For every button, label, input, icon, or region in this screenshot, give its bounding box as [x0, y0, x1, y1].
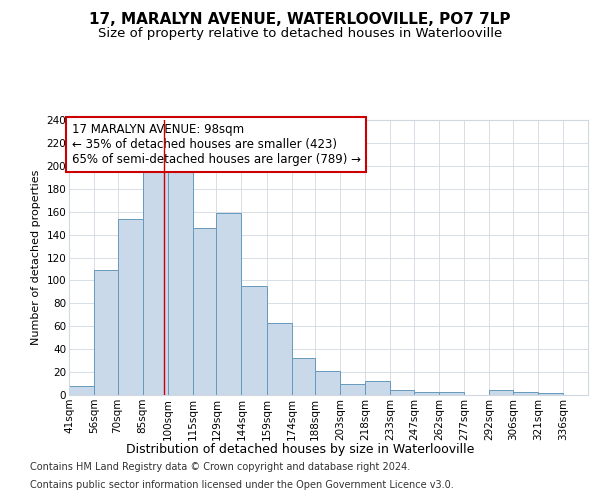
Bar [94, 270, 118, 395]
Text: Size of property relative to detached houses in Waterlooville: Size of property relative to detached ho… [98, 28, 502, 40]
Bar [266, 323, 292, 395]
Y-axis label: Number of detached properties: Number of detached properties [31, 170, 41, 345]
Bar [391, 390, 414, 395]
Text: Contains public sector information licensed under the Open Government Licence v3: Contains public sector information licen… [30, 480, 454, 490]
Bar [241, 286, 266, 395]
Text: Distribution of detached houses by size in Waterlooville: Distribution of detached houses by size … [126, 442, 474, 456]
Text: 17 MARALYN AVENUE: 98sqm
← 35% of detached houses are smaller (423)
65% of semi-: 17 MARALYN AVENUE: 98sqm ← 35% of detach… [71, 122, 361, 166]
Bar [512, 392, 538, 395]
Bar [315, 371, 340, 395]
Bar [69, 386, 94, 395]
Text: Contains HM Land Registry data © Crown copyright and database right 2024.: Contains HM Land Registry data © Crown c… [30, 462, 410, 472]
Bar [439, 392, 464, 395]
Bar [365, 381, 391, 395]
Bar [217, 213, 241, 395]
Text: 17, MARALYN AVENUE, WATERLOOVILLE, PO7 7LP: 17, MARALYN AVENUE, WATERLOOVILLE, PO7 7… [89, 12, 511, 28]
Bar [118, 218, 143, 395]
Bar [414, 392, 439, 395]
Bar [143, 170, 168, 395]
Bar [292, 358, 315, 395]
Bar [489, 390, 512, 395]
Bar [168, 170, 193, 395]
Bar [340, 384, 365, 395]
Bar [193, 228, 217, 395]
Bar [538, 392, 563, 395]
